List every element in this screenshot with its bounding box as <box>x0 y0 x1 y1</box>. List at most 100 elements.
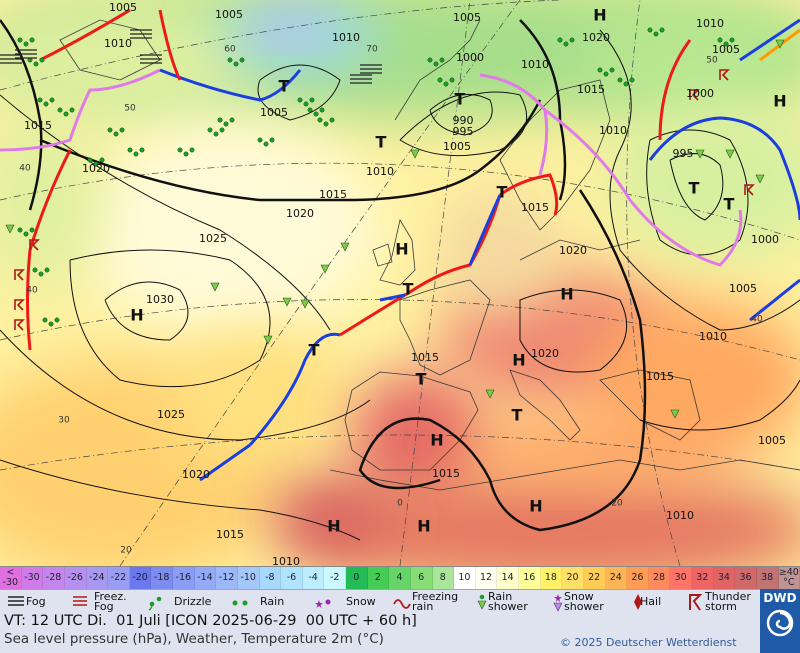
isobar-label: 1015 <box>319 188 347 201</box>
colorbar-cell: 6 <box>410 567 433 589</box>
rain-symbol <box>127 147 133 153</box>
rain-symbol <box>189 147 195 153</box>
shower-symbol <box>282 297 292 307</box>
weather-legend: Fog Freez. Fog Drizzle Rain Snow Freezing rai… <box>0 589 760 613</box>
rain-symbol <box>42 317 48 323</box>
valid-time: VT: 12 UTC Di. 01 Juli [ICON 2025-06-29 … <box>4 613 417 629</box>
pressure-center: T <box>724 195 735 214</box>
isobar-label: 1015 <box>521 201 549 214</box>
rain-symbol <box>69 107 75 113</box>
colorbar-cell: 28 <box>648 567 671 589</box>
colorbar-cell: 0 <box>346 567 368 589</box>
colorbar-cell: -2 <box>324 567 346 589</box>
rain-symbol <box>23 231 29 237</box>
isobar-label: 1030 <box>146 293 174 306</box>
rain-symbol <box>617 77 623 83</box>
colorbar-cell: -12 <box>216 567 238 589</box>
isobar-label: 1010 <box>599 124 627 137</box>
coastline <box>379 218 416 286</box>
rain-symbol <box>223 121 229 127</box>
rain-symbol <box>227 57 233 63</box>
shower-symbol <box>210 282 220 292</box>
legend-icon <box>73 596 87 606</box>
graticule-label: 0 <box>397 499 403 509</box>
legend-icon <box>148 596 162 611</box>
rain-symbol <box>44 267 50 273</box>
pressure-center: T <box>455 90 466 109</box>
colorbar-cell: 4 <box>389 567 411 589</box>
rain-symbol <box>437 77 443 83</box>
isobar-label: 1005 <box>712 43 740 56</box>
pressure-center: T <box>512 406 523 425</box>
shower-symbol <box>485 389 495 399</box>
isobar-label: 1005 <box>215 8 243 21</box>
shower-symbol <box>775 39 785 49</box>
isobar-label: 1010 <box>696 17 724 30</box>
legend-text: Hail <box>640 594 662 608</box>
colorbar-cell: 34 <box>713 567 736 589</box>
shower-symbol <box>755 174 765 184</box>
coastline <box>329 459 800 491</box>
warm-front <box>158 9 182 81</box>
rain-symbol <box>297 97 303 103</box>
rain-symbol <box>207 127 213 133</box>
legend-label: Rain <box>260 590 310 613</box>
isobar <box>519 289 628 373</box>
colorbar-cell: 8 <box>432 567 455 589</box>
graticule <box>0 0 561 91</box>
cold-front <box>199 443 251 482</box>
pressure-center: H <box>417 517 430 536</box>
pressure-center: H <box>395 240 408 259</box>
rain-symbol <box>269 137 275 143</box>
rain-symbol <box>317 117 323 123</box>
legend-icon <box>689 594 703 611</box>
rain-symbol <box>54 317 60 323</box>
isobar-label: 1020 <box>559 244 587 257</box>
cold-front <box>739 18 800 62</box>
legend-label: Freez. Fog <box>94 590 138 613</box>
pressure-center: H <box>327 517 340 536</box>
rain-symbol <box>119 127 125 133</box>
rain-symbol <box>717 37 723 43</box>
isobar <box>257 64 341 121</box>
rain-symbol <box>33 61 39 67</box>
isobar <box>599 29 800 331</box>
thunder-symbol <box>14 269 25 281</box>
warm-front <box>39 8 131 62</box>
pressure-center: H <box>773 92 786 111</box>
isobar <box>399 91 528 157</box>
rain-symbol <box>557 37 563 43</box>
colorbar-cell: < -30 <box>0 567 22 589</box>
temperature-colorbar: < -30 -30 -28 -26 -24 -22 -20 -18 -16 -14 -12 -10 -8… <box>0 566 800 589</box>
colorbar-cell: ≥40 °C <box>778 567 800 589</box>
rain-symbol <box>723 41 729 47</box>
legend-icon <box>8 596 24 606</box>
rain-symbol <box>307 107 313 113</box>
rain-symbol <box>107 127 113 133</box>
cold-front <box>248 332 341 446</box>
isobar-label: 1020 <box>182 468 210 481</box>
isobar-label: 1015 <box>577 83 605 96</box>
isobar <box>646 129 749 256</box>
pressure-center: T <box>497 183 508 202</box>
thunder-symbol <box>14 319 25 331</box>
rain-symbol <box>563 41 569 47</box>
legend-text: Snow shower <box>564 589 604 613</box>
graticule <box>0 162 800 241</box>
isobar-label: 1010 <box>104 37 132 50</box>
graticule-label: 60 <box>224 45 236 55</box>
rain-symbol <box>17 227 23 233</box>
colorbar-cell: -6 <box>281 567 303 589</box>
legend-text: Thunder storm <box>705 589 751 613</box>
rain-symbol <box>113 131 119 137</box>
isobar-label: 1015 <box>216 528 244 541</box>
rain-symbol <box>177 147 183 153</box>
isobar-label: 1010 <box>666 509 694 522</box>
legend-label: Hail <box>640 590 680 613</box>
thunder-symbol <box>744 184 755 196</box>
isobar <box>0 329 371 441</box>
temperature-area <box>300 470 800 566</box>
isobar-label: 1010 <box>366 165 394 178</box>
shower-symbol <box>263 335 273 345</box>
isobar-label: 1025 <box>157 408 185 421</box>
